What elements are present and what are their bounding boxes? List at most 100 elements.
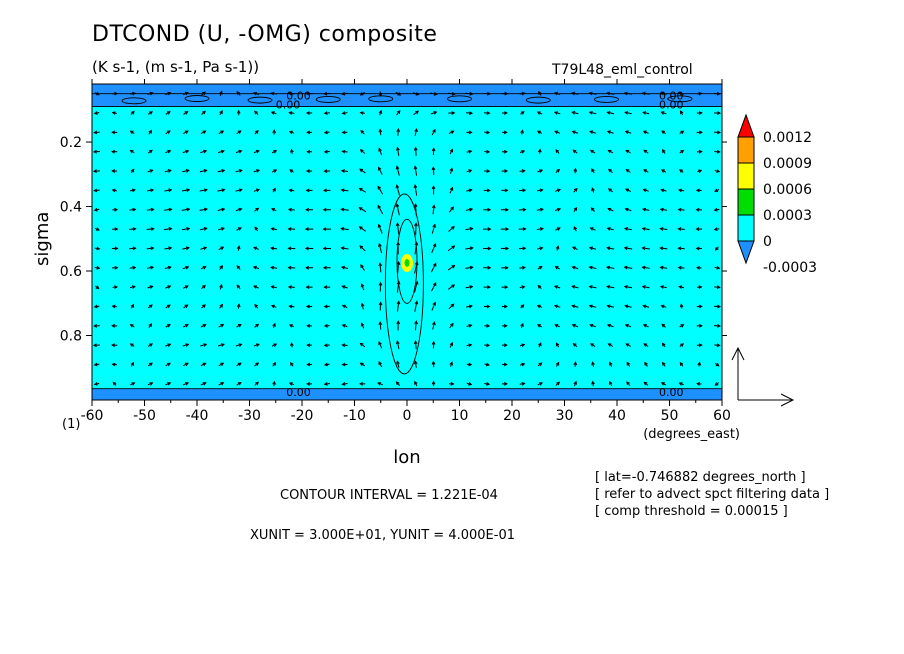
wind-vector xyxy=(465,266,473,269)
wind-vector-head xyxy=(305,285,310,290)
wind-vector-head xyxy=(131,91,136,96)
wind-vector-head xyxy=(503,304,508,309)
wind-vector-head xyxy=(111,362,116,367)
wind-vector-head xyxy=(290,342,294,347)
wind-vector xyxy=(448,303,455,310)
wind-vector-head xyxy=(485,362,490,367)
wind-vector-head xyxy=(505,207,509,212)
wind-vector-head xyxy=(449,186,454,191)
wind-vector-head xyxy=(538,342,542,347)
wind-vector-head xyxy=(415,92,420,96)
wind-vector-head xyxy=(270,304,275,309)
wind-vector xyxy=(181,189,190,192)
wind-vector-head xyxy=(571,304,576,309)
wind-vector xyxy=(414,185,418,196)
wind-vector-head xyxy=(554,130,559,135)
wind-vector-head xyxy=(202,304,206,308)
wind-vector-head xyxy=(184,304,189,308)
corner-label: (1) xyxy=(62,417,80,432)
wind-vector-head xyxy=(148,304,153,309)
wind-vector-head xyxy=(713,207,718,212)
wind-vector-head xyxy=(149,362,153,367)
wind-vector xyxy=(414,242,418,255)
wind-vector xyxy=(341,189,349,192)
wind-vector xyxy=(589,92,597,95)
wind-vector-head xyxy=(341,343,346,348)
wind-vector xyxy=(199,189,208,192)
wind-vector-head xyxy=(111,111,116,115)
wind-vector-head xyxy=(270,227,275,231)
wind-vector-head xyxy=(451,111,456,115)
wind-vector-head xyxy=(573,361,578,366)
wind-vector xyxy=(199,227,207,231)
wind-vector xyxy=(607,305,615,308)
wind-vector-head xyxy=(322,246,327,251)
contour-blob xyxy=(184,95,210,102)
wind-vector-head xyxy=(589,149,594,154)
contour-label: 0.00 xyxy=(659,98,684,111)
x-tick-label: 50 xyxy=(661,408,679,424)
wind-vector-head xyxy=(95,285,100,290)
wind-vector xyxy=(164,228,172,231)
wind-vector-head xyxy=(716,285,721,290)
wind-vector-head xyxy=(219,265,224,269)
wind-vector-head xyxy=(449,361,454,366)
wind-vector-head xyxy=(219,90,223,95)
wind-vector-head xyxy=(378,147,382,152)
wind-vector-head xyxy=(606,110,611,115)
contour-blob xyxy=(447,95,472,103)
wind-vector-head xyxy=(451,245,456,250)
wind-vector-head xyxy=(305,265,310,270)
wind-vector xyxy=(396,166,400,176)
wind-vector xyxy=(624,92,633,95)
wind-vector-head xyxy=(359,342,364,347)
wind-vector-head xyxy=(539,207,544,212)
wind-vector-head xyxy=(521,285,526,289)
wind-vector-head xyxy=(661,361,666,366)
wind-vector-head xyxy=(359,149,364,153)
wind-vector xyxy=(379,322,382,330)
wind-vector-head xyxy=(468,343,473,348)
wind-vector-head xyxy=(624,207,629,212)
wind-vector-head xyxy=(451,91,456,96)
wind-vector-head xyxy=(202,362,207,367)
colorbar-label: 0.0003 xyxy=(763,208,812,224)
wind-vector-head xyxy=(93,207,98,212)
wind-vector xyxy=(181,227,190,231)
x-tick-label: 20 xyxy=(503,408,521,424)
wind-vector xyxy=(129,247,136,250)
wind-vector xyxy=(465,228,473,231)
wind-vector-head xyxy=(503,130,508,135)
wind-vector-head xyxy=(680,149,685,154)
wind-vector-head xyxy=(395,203,400,208)
wind-vectors xyxy=(92,90,722,387)
wind-vector-head xyxy=(573,226,578,231)
wind-vector-head xyxy=(432,301,437,306)
wind-vector-head xyxy=(202,110,206,115)
wind-vector-head xyxy=(221,188,226,193)
wind-vector-head xyxy=(323,111,328,115)
wind-vector-head xyxy=(93,362,98,367)
wind-vector-head xyxy=(114,227,119,231)
wind-vector xyxy=(146,208,154,211)
wind-vector-head xyxy=(556,227,561,231)
wind-vector-head xyxy=(220,362,225,367)
wind-vector-head xyxy=(716,169,721,173)
wind-vector-head xyxy=(468,323,473,328)
wind-vector-head xyxy=(414,280,419,285)
wind-vector-head xyxy=(238,343,243,347)
wind-vector-head xyxy=(272,129,277,134)
wind-vector-head xyxy=(341,304,346,309)
wind-vector-head xyxy=(396,300,401,305)
wind-vector-head xyxy=(341,91,346,96)
wind-vector xyxy=(642,208,650,211)
wind-vector-head xyxy=(114,285,119,290)
wind-vector-head xyxy=(449,167,454,172)
wind-vector-head xyxy=(396,280,401,285)
wind-vector-head xyxy=(238,188,243,193)
wind-vector-head xyxy=(358,187,363,192)
wind-vector-head xyxy=(255,129,259,134)
wind-vector-head xyxy=(698,111,703,115)
wind-vector-head xyxy=(607,149,612,154)
